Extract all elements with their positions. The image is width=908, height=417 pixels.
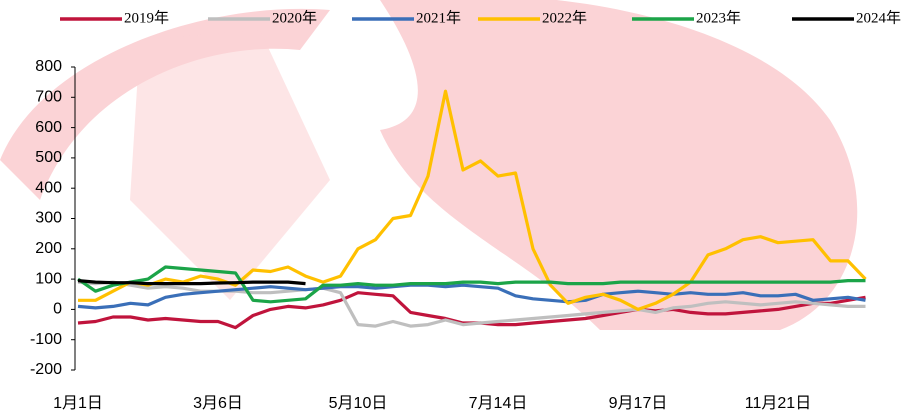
- y-tick-label: 200: [35, 240, 62, 257]
- y-tick-label: 600: [35, 119, 62, 136]
- legend-label: 2019年: [124, 9, 169, 26]
- x-tick-label: 5月10日: [329, 395, 388, 412]
- y-tick-label: 800: [35, 58, 62, 75]
- y-tick-label: 0: [53, 301, 62, 318]
- legend-label: 2021年: [416, 9, 461, 26]
- legend-label: 2023年: [696, 9, 741, 26]
- page: {"chart_data": {"type": "line", "categor…: [0, 0, 908, 417]
- y-tick-label: 300: [35, 210, 62, 227]
- y-tick-label: 500: [35, 149, 62, 166]
- x-tick-label: 9月17日: [609, 395, 668, 412]
- y-tick-label: 700: [35, 89, 62, 106]
- legend-label: 2022年: [542, 9, 587, 26]
- y-tick-label: 100: [35, 270, 62, 287]
- x-tick-label: 7月14日: [469, 395, 528, 412]
- y-tick-label: -100: [30, 331, 62, 348]
- watermark-shape: [130, 30, 330, 300]
- y-tick-label: -200: [30, 361, 62, 378]
- legend-label: 2024年: [856, 9, 901, 26]
- legend-label: 2020年: [272, 9, 317, 26]
- y-tick-label: 400: [35, 179, 62, 196]
- chart: -200 -100 0 100 200 300 400 500 600 700 800 1月1日 3月6…: [0, 0, 908, 417]
- x-tick-label: 11月21日: [745, 395, 811, 412]
- x-tick-label: 3月6日: [193, 395, 243, 412]
- x-tick-label: 1月1日: [53, 395, 103, 412]
